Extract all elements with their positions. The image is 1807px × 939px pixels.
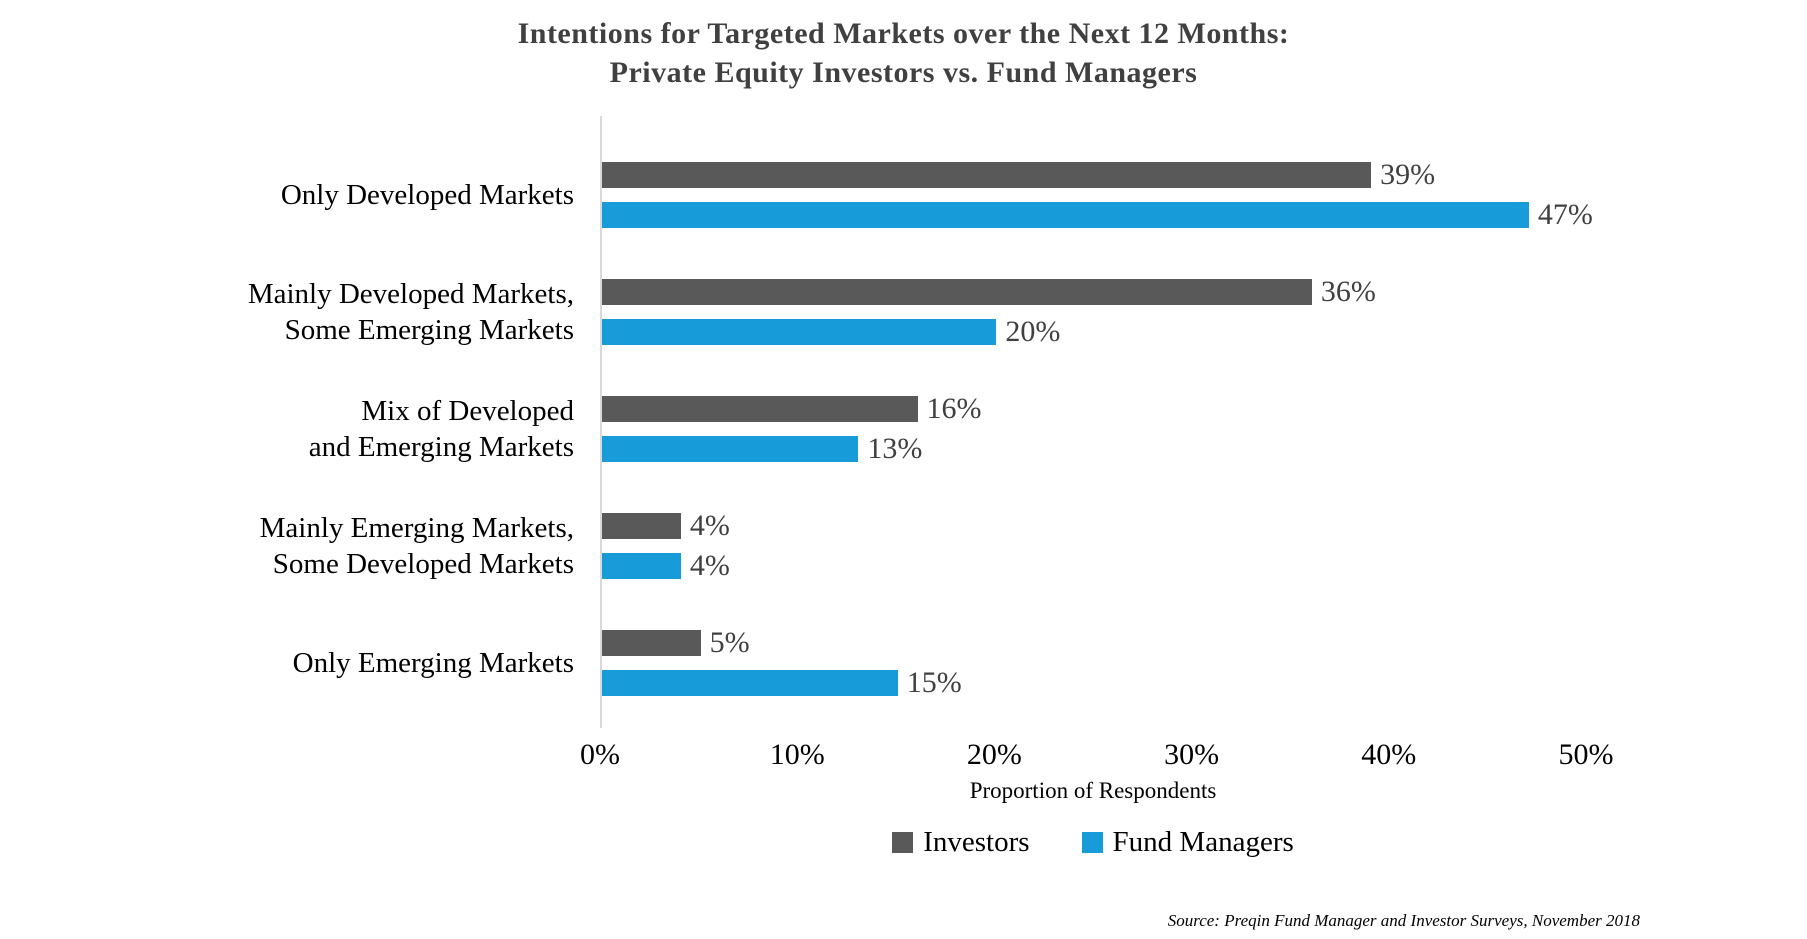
- x-axis-tick: 30%: [1164, 738, 1220, 771]
- bar-line: 36%: [602, 275, 1790, 309]
- category-label-line: Mainly Developed Markets,: [247, 277, 574, 310]
- legend-swatch-icon: [892, 832, 914, 853]
- x-axis-title: Proportion of Respondents: [969, 778, 1217, 803]
- value-label: 4%: [689, 548, 730, 582]
- bar-investors: [602, 512, 681, 539]
- category-label-line: and Emerging Markets: [308, 430, 574, 463]
- plot-area: 39% 47% 36% 20% 16% 13% 4% 4% 5% 15%: [600, 116, 1790, 728]
- source-note: Source: Preqin Fund Manager and Investor…: [1167, 911, 1640, 930]
- legend-label: Investors: [923, 826, 1030, 858]
- bar-group: 36% 20%: [602, 253, 1790, 370]
- value-label: 36%: [1320, 274, 1376, 308]
- bar-fund-managers: [602, 201, 1529, 228]
- bar-investors: [602, 395, 918, 422]
- bar-line: 20%: [602, 315, 1790, 349]
- bar-line: 39%: [602, 158, 1790, 192]
- value-label: 15%: [906, 665, 962, 699]
- category-label-line: Some Emerging Markets: [284, 313, 574, 346]
- x-axis-ticks: 0% 10% 20% 30% 40% 50%: [580, 730, 1614, 776]
- x-axis-tick: 50%: [1558, 738, 1614, 771]
- value-label: 16%: [926, 391, 982, 425]
- value-label: 4%: [689, 508, 730, 542]
- bar-line: 15%: [602, 666, 1790, 700]
- category-label-line: Only Developed Markets: [280, 178, 574, 211]
- x-axis-tick: 40%: [1361, 738, 1417, 771]
- chart-title-line1: Intentions for Targeted Markets over the…: [517, 17, 1290, 50]
- category-label-line: Mainly Emerging Markets,: [259, 511, 574, 544]
- legend-label: Fund Managers: [1112, 826, 1294, 858]
- bar-line: 13%: [602, 432, 1790, 466]
- bar-group: 16% 13%: [602, 370, 1790, 487]
- category-label: Mainly Developed Markets, Some Emerging M…: [0, 253, 600, 370]
- bar-fund-managers: [602, 669, 898, 696]
- bar-line: 4%: [602, 509, 1790, 543]
- value-label: 47%: [1537, 197, 1593, 231]
- legend: Investors Fund Managers: [600, 826, 1586, 859]
- bar-line: 5%: [602, 626, 1790, 660]
- bar-fund-managers: [602, 435, 859, 462]
- value-label: 20%: [1005, 314, 1061, 348]
- category-label: Only Emerging Markets: [0, 604, 600, 721]
- x-axis-tick: 10%: [769, 738, 825, 771]
- bar-fund-managers: [602, 318, 997, 345]
- value-label: 39%: [1380, 157, 1436, 191]
- bar-investors: [602, 278, 1312, 305]
- plot-column: 39% 47% 36% 20% 16% 13% 4% 4% 5% 15% 0% 10% 20% 30% 4…: [580, 116, 1790, 859]
- category-label: Only Developed Markets: [0, 136, 600, 253]
- bar-fund-managers: [602, 552, 681, 579]
- category-label-line: Mix of Developed: [361, 394, 574, 427]
- bar-investors: [602, 161, 1372, 188]
- legend-item-investors: Investors: [892, 826, 1030, 859]
- category-labels: Only Developed Markets Mainly Developed M…: [0, 116, 600, 859]
- x-axis-tick: 0%: [580, 738, 620, 771]
- legend-swatch-icon: [1081, 832, 1103, 853]
- value-label: 13%: [867, 431, 923, 465]
- category-label: Mix of Developed and Emerging Markets: [0, 370, 600, 487]
- bar-line: 4%: [602, 549, 1790, 583]
- category-label-line: Some Developed Markets: [272, 547, 574, 580]
- chart-title: Intentions for Targeted Markets over the…: [0, 14, 1807, 92]
- bar-chart: Only Developed Markets Mainly Developed M…: [0, 116, 1807, 859]
- bar-group: 39% 47%: [602, 136, 1790, 253]
- bar-group: 4% 4%: [602, 487, 1790, 604]
- category-label-line: Only Emerging Markets: [292, 646, 574, 679]
- bar-line: 47%: [602, 198, 1790, 232]
- bar-group: 5% 15%: [602, 604, 1790, 721]
- chart-title-line2: Private Equity Investors vs. Fund Manage…: [609, 56, 1198, 89]
- category-label: Mainly Emerging Markets, Some Developed M…: [0, 487, 600, 604]
- bar-investors: [602, 629, 701, 656]
- value-label: 5%: [709, 625, 750, 659]
- legend-item-fund-managers: Fund Managers: [1081, 826, 1294, 859]
- x-axis-tick: 20%: [966, 738, 1022, 771]
- bar-line: 16%: [602, 392, 1790, 426]
